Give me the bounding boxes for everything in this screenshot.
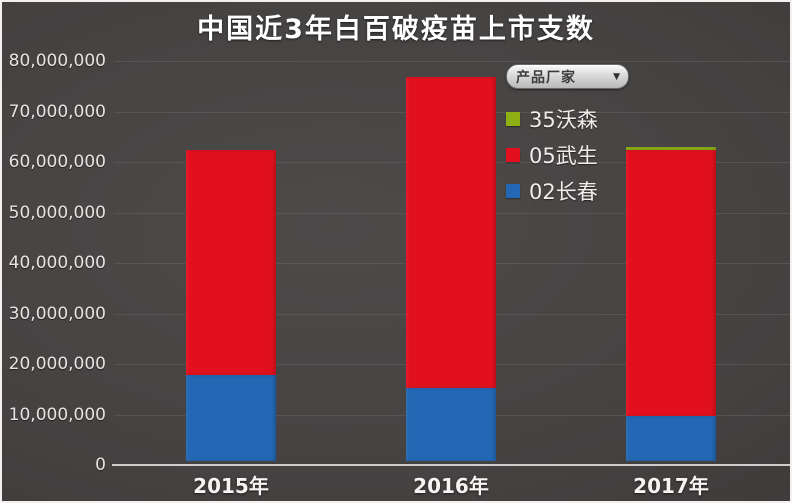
bar-segment-wosen	[626, 146, 716, 151]
y-axis-tick-label: 80,000,000	[8, 51, 106, 71]
y-axis-tick-label: 60,000,000	[8, 152, 106, 172]
legend-item-label: 05武生	[529, 144, 598, 168]
y-axis-tick-label: 30,000,000	[8, 303, 106, 324]
legend-panel: 产品厂家 ▼ 35沃森 05武生 02长春	[506, 64, 656, 209]
y-axis-tick-label: 0	[95, 455, 106, 475]
gridline	[114, 61, 790, 62]
legend-color-swatch-wusheng	[506, 148, 520, 162]
legend-item-changchun: 02长春	[506, 173, 656, 209]
y-axis-tick-label: 40,000,000	[8, 253, 106, 273]
legend-item-wosen: 35沃森	[506, 101, 656, 137]
legend-color-swatch-changchun	[506, 184, 520, 198]
chart-title: 中国近3年白百破疫苗上市支数	[197, 14, 595, 45]
legend-item-label: 02长春	[529, 180, 598, 204]
x-axis-category-label: 2015年	[193, 474, 269, 498]
y-axis-tick-label: 20,000,000	[8, 354, 106, 374]
y-axis-tick-label: 50,000,000	[8, 202, 106, 223]
legend-color-swatch-wosen	[506, 112, 520, 126]
x-axis-category-label: 2017年	[633, 474, 709, 498]
bar-segment-wusheng	[186, 150, 276, 376]
bar-segment-changchun	[186, 375, 276, 461]
legend-items: 35沃森 05武生 02长春	[506, 101, 656, 209]
legend-filter-dropdown[interactable]: 产品厂家 ▼	[506, 64, 629, 89]
bar-segment-wusheng	[626, 150, 716, 416]
bar-segment-wusheng	[406, 77, 496, 388]
bar-segment-changchun	[626, 415, 716, 461]
legend-item-label: 35沃森	[529, 108, 598, 132]
legend-item-wusheng: 05武生	[506, 137, 656, 173]
bar-segment-changchun	[406, 387, 496, 461]
x-axis-category-label: 2016年	[413, 474, 489, 498]
y-axis-tick-label: 70,000,000	[8, 101, 106, 122]
legend-dropdown-label: 产品厂家	[516, 69, 576, 86]
y-axis-tick-label: 10,000,000	[8, 404, 106, 425]
chevron-down-icon: ▼	[613, 71, 620, 82]
x-axis-line	[112, 464, 790, 466]
